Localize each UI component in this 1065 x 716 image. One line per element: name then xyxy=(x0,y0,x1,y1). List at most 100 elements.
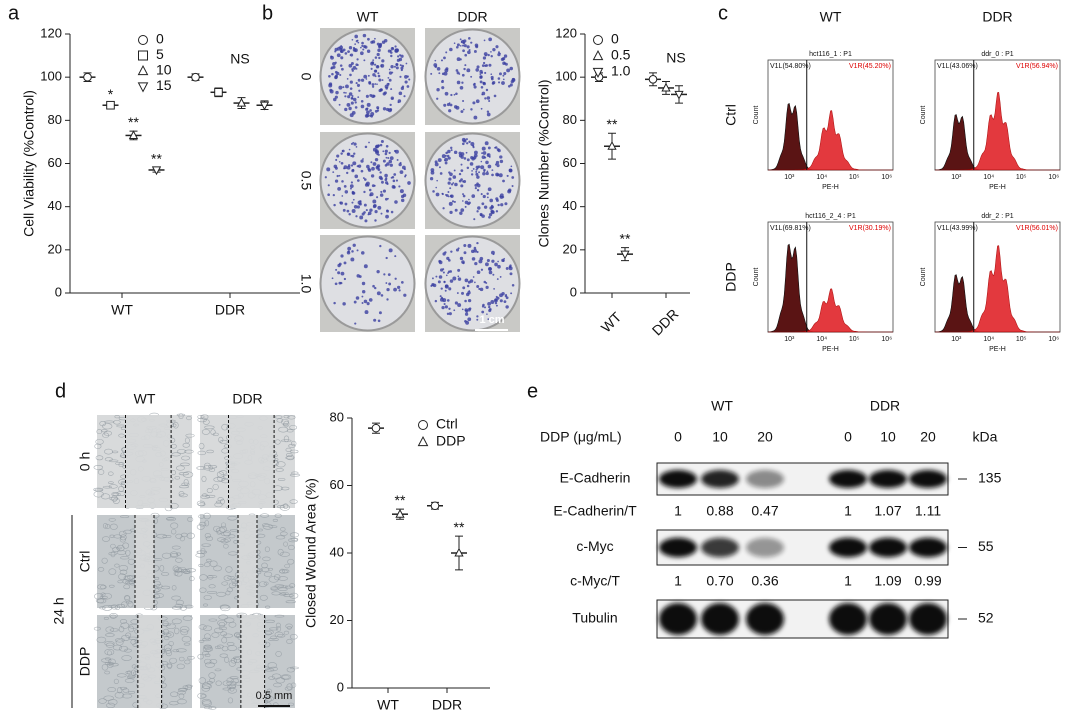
colony xyxy=(443,103,447,107)
significance: * xyxy=(108,86,114,102)
cell xyxy=(201,543,211,547)
colony xyxy=(459,85,464,90)
colony xyxy=(503,300,507,304)
plot-title: ddr_0 : P1 xyxy=(981,51,1013,58)
colony xyxy=(331,277,334,280)
colony xyxy=(356,205,360,209)
cell xyxy=(121,655,132,661)
colony xyxy=(480,268,484,271)
cell xyxy=(277,548,284,556)
cell xyxy=(220,531,231,537)
colony xyxy=(341,180,344,183)
cell xyxy=(178,693,185,700)
cell xyxy=(286,683,293,690)
ratio: 0.99 xyxy=(914,573,941,589)
colony xyxy=(475,68,480,72)
cell xyxy=(219,604,230,610)
cell xyxy=(225,590,231,596)
wound-gap xyxy=(238,515,257,608)
significance: ** xyxy=(607,116,618,132)
significance: ** xyxy=(395,492,406,508)
colony xyxy=(471,194,476,198)
cell xyxy=(198,677,207,684)
colony xyxy=(382,107,387,111)
colony xyxy=(461,260,465,264)
cell xyxy=(275,622,281,628)
colony xyxy=(434,299,438,303)
colony xyxy=(487,153,490,156)
y-tick-label: 20 xyxy=(48,241,62,256)
legend-label: Ctrl xyxy=(436,416,458,432)
colony xyxy=(481,146,486,151)
colony xyxy=(438,72,441,75)
colony xyxy=(400,68,403,72)
colony xyxy=(470,173,474,176)
cell xyxy=(118,573,126,580)
cell xyxy=(166,516,177,522)
colony xyxy=(438,260,443,265)
colony xyxy=(348,46,353,50)
colony xyxy=(487,318,490,320)
legend-label: 5 xyxy=(156,46,164,62)
colony xyxy=(390,65,394,69)
colony xyxy=(384,173,388,178)
cell xyxy=(279,531,288,536)
cell xyxy=(208,672,216,679)
colony xyxy=(364,310,369,315)
dose-label: DDP (μg/mL) xyxy=(540,429,622,445)
cell xyxy=(104,648,115,656)
colony xyxy=(467,280,471,284)
colony xyxy=(494,301,498,305)
colony xyxy=(372,147,377,152)
colony xyxy=(509,272,513,276)
colony xyxy=(345,91,347,94)
column-label: DDR xyxy=(232,391,262,407)
cell xyxy=(219,653,229,658)
colony xyxy=(408,78,411,81)
x-tick-label: 10³ xyxy=(951,336,962,343)
colony xyxy=(377,153,380,156)
colony xyxy=(471,249,475,254)
colony xyxy=(468,37,471,40)
colony xyxy=(399,75,402,78)
colony xyxy=(490,55,493,58)
cell xyxy=(279,551,290,557)
cell xyxy=(219,439,228,444)
colony xyxy=(449,187,452,190)
group-label: WT xyxy=(711,398,733,414)
colony xyxy=(502,78,505,81)
colony xyxy=(479,256,484,261)
colony xyxy=(499,293,503,298)
cell xyxy=(286,638,293,644)
colony xyxy=(483,205,488,209)
cell xyxy=(277,633,286,638)
colony xyxy=(511,78,516,82)
colony xyxy=(374,75,377,78)
colony xyxy=(388,159,393,164)
colony xyxy=(354,34,359,39)
cell xyxy=(208,584,216,589)
ratio: 0.36 xyxy=(751,573,778,589)
cell xyxy=(96,636,107,643)
colony xyxy=(460,169,464,172)
cell xyxy=(197,414,205,419)
colony xyxy=(370,174,375,178)
cell xyxy=(176,552,182,556)
cell xyxy=(160,585,171,590)
colony xyxy=(400,54,404,58)
cell xyxy=(187,656,195,660)
cell xyxy=(198,521,207,527)
colony xyxy=(384,152,388,156)
cell xyxy=(173,570,179,577)
cell xyxy=(262,524,274,530)
cell xyxy=(278,426,289,433)
cell xyxy=(226,684,237,689)
colony xyxy=(466,166,470,170)
colony xyxy=(456,43,460,47)
colony xyxy=(453,93,456,96)
colony xyxy=(344,107,348,112)
cell xyxy=(285,600,296,604)
dish xyxy=(424,132,521,229)
cell xyxy=(119,569,128,575)
colony xyxy=(361,281,366,286)
